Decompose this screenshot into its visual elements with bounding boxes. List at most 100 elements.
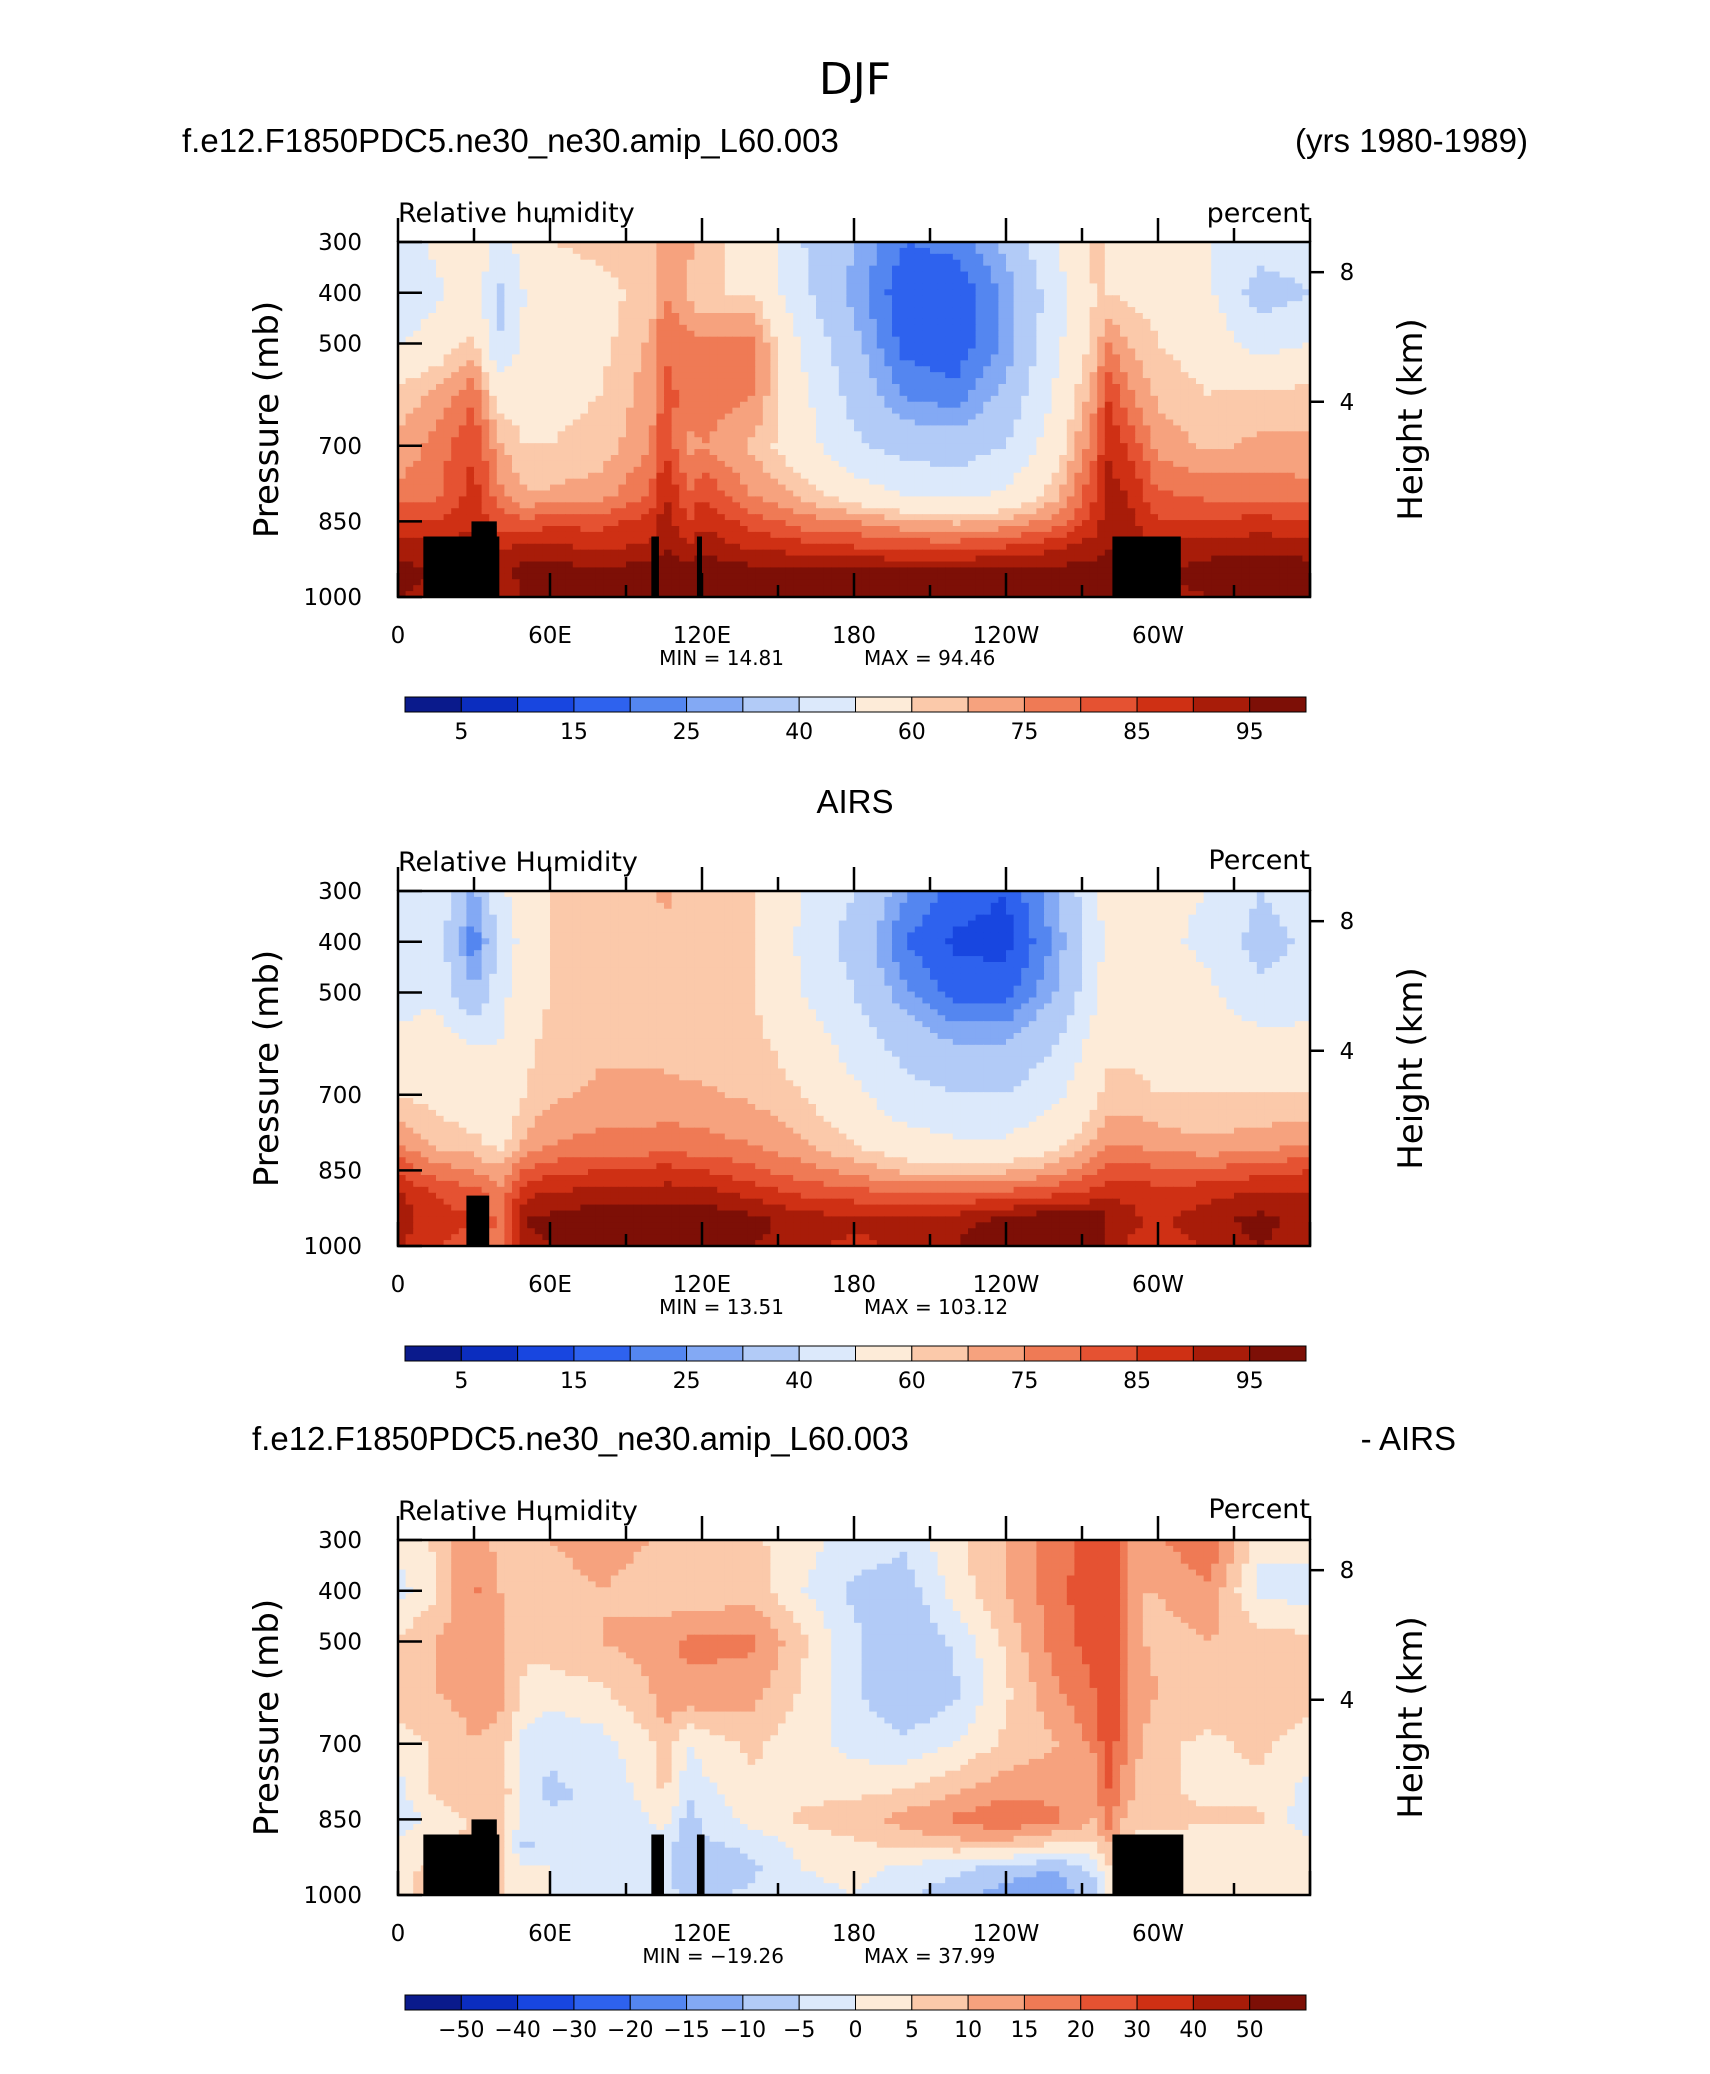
- heatmap-cell: [960, 349, 968, 356]
- heatmap-cell: [1181, 349, 1189, 356]
- heatmap-cell: [656, 414, 664, 421]
- heatmap-cell: [482, 485, 490, 492]
- heatmap-cell: [679, 485, 687, 492]
- heatmap-cell: [702, 372, 710, 379]
- heatmap-cell: [1029, 384, 1037, 391]
- heatmap-cell: [854, 343, 862, 350]
- heatmap-cell: [1188, 319, 1196, 326]
- heatmap-cell: [763, 319, 771, 326]
- heatmap-cell: [474, 473, 482, 480]
- heatmap-cell: [710, 420, 718, 427]
- heatmap-cell: [1287, 408, 1295, 415]
- heatmap-cell: [846, 479, 854, 486]
- heatmap-cell: [801, 331, 809, 338]
- heatmap-cell: [1036, 420, 1044, 427]
- heatmap-cell: [884, 360, 892, 367]
- heatmap-cell: [930, 396, 938, 403]
- heatmap-cell: [694, 319, 702, 326]
- heatmap-cell: [846, 354, 854, 361]
- heatmap-cell: [1257, 384, 1265, 391]
- heatmap-cell: [1105, 473, 1113, 480]
- heatmap-cell: [1021, 408, 1029, 415]
- heatmap-cell: [527, 313, 535, 320]
- heatmap-cell: [641, 467, 649, 474]
- heatmap-cell: [459, 366, 467, 373]
- heatmap-cell: [839, 343, 847, 350]
- heatmap-cell: [1264, 372, 1272, 379]
- heatmap-cell: [466, 449, 474, 456]
- heatmap-cell: [520, 360, 528, 367]
- heatmap-cell: [816, 283, 824, 290]
- heatmap-cell: [649, 461, 657, 468]
- heatmap-cell: [1082, 378, 1090, 385]
- heatmap-cell: [611, 420, 619, 427]
- heatmap-cell: [535, 331, 543, 338]
- heatmap-cell: [991, 343, 999, 350]
- heatmap-cell: [1295, 396, 1303, 403]
- heatmap-cell: [968, 431, 976, 438]
- heatmap-cell: [489, 260, 497, 267]
- heatmap-cell: [1074, 425, 1082, 432]
- heatmap-cell: [846, 473, 854, 480]
- heatmap-cell: [596, 372, 604, 379]
- heatmap-cell: [596, 396, 604, 403]
- heatmap-cell: [831, 295, 839, 302]
- heatmap-cell: [793, 431, 801, 438]
- heatmap-cell: [907, 431, 915, 438]
- heatmap-cell: [641, 272, 649, 279]
- heatmap-cell: [542, 473, 550, 480]
- heatmap-cell: [694, 254, 702, 261]
- heatmap-cell: [945, 254, 953, 261]
- heatmap-cell: [960, 319, 968, 326]
- heatmap-cell: [1120, 408, 1128, 415]
- heatmap-cell: [1166, 343, 1174, 350]
- heatmap-cell: [945, 295, 953, 302]
- heatmap-cell: [824, 479, 832, 486]
- heatmap-cell: [839, 420, 847, 427]
- heatmap-cell: [444, 461, 452, 468]
- heatmap-cell: [672, 479, 680, 486]
- heatmap-cell: [527, 425, 535, 432]
- heatmap-cell: [573, 467, 581, 474]
- heatmap-cell: [436, 366, 444, 373]
- heatmap-cell: [421, 319, 429, 326]
- heatmap-cell: [824, 467, 832, 474]
- heatmap-cell: [535, 372, 543, 379]
- heatmap-cell: [1036, 295, 1044, 302]
- heatmap-cell: [1181, 425, 1189, 432]
- heatmap-cell: [1074, 266, 1082, 273]
- heatmap-cell: [1173, 384, 1181, 391]
- heatmap-cell: [634, 248, 642, 255]
- heatmap-cell: [1052, 473, 1060, 480]
- heatmap-cell: [862, 289, 870, 296]
- heatmap-cell: [1242, 283, 1250, 290]
- heatmap-cell: [1166, 289, 1174, 296]
- heatmap-cell: [626, 301, 634, 308]
- heatmap-cell: [1120, 402, 1128, 409]
- heatmap-cell: [786, 408, 794, 415]
- heatmap-cell: [1014, 337, 1022, 344]
- heatmap-cell: [649, 390, 657, 397]
- heatmap-cell: [983, 295, 991, 302]
- heatmap-cell: [573, 313, 581, 320]
- heatmap-cell: [1135, 443, 1143, 450]
- heatmap-cell: [1166, 420, 1174, 427]
- heatmap-cell: [786, 378, 794, 385]
- heatmap-cell: [1211, 260, 1219, 267]
- heatmap-cell: [550, 425, 558, 432]
- heatmap-cell: [846, 283, 854, 290]
- heatmap-cell: [732, 372, 740, 379]
- heatmap-cell: [428, 254, 436, 261]
- heatmap-cell: [1249, 331, 1257, 338]
- heatmap-cell: [1074, 467, 1082, 474]
- heatmap-cell: [1052, 396, 1060, 403]
- heatmap-cell: [763, 420, 771, 427]
- heatmap-cell: [1090, 366, 1098, 373]
- heatmap-cell: [672, 260, 680, 267]
- heatmap-cell: [634, 372, 642, 379]
- heatmap-cell: [976, 307, 984, 314]
- heatmap-cell: [770, 272, 778, 279]
- heatmap-cell: [611, 443, 619, 450]
- heatmap-cell: [1158, 301, 1166, 308]
- heatmap-cell: [1074, 402, 1082, 409]
